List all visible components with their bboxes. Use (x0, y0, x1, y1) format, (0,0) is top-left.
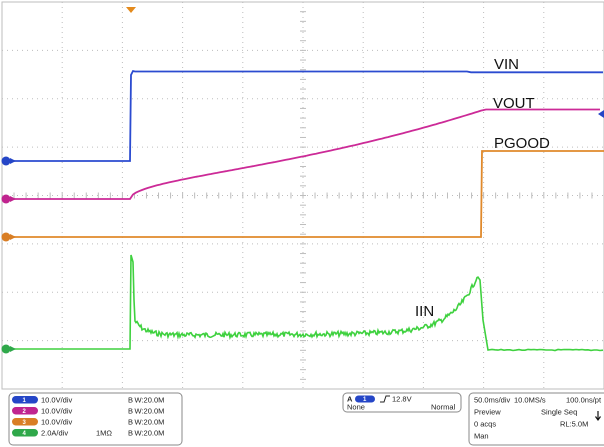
ch2-badge (12, 407, 38, 415)
ch2-ground-marker[interactable] (1, 194, 17, 204)
ch1-ground-marker[interactable] (1, 156, 17, 166)
resolution: 100.0ns/pt (566, 396, 602, 405)
trigger-source: 1 (363, 397, 367, 403)
acquisition-panel[interactable] (468, 392, 604, 446)
ch3-ground-marker[interactable] (1, 232, 17, 242)
ch1-scale: 10.0V/div (41, 396, 73, 405)
acq-man: Man (474, 432, 489, 441)
pgood-label: PGOOD (494, 135, 550, 152)
vin-waveform (2, 69, 603, 162)
iin-label: IIN (415, 303, 434, 320)
iin-waveform (2, 254, 604, 352)
status-bar: 1 10.0V/div B W:20.0M 2 10.0V/div B W:20… (0, 390, 604, 447)
pgood-waveform (2, 150, 604, 238)
timebase: 50.0ms/div (474, 396, 511, 405)
rising-edge-icon (380, 395, 390, 403)
ch4-bandwidth: B W:20.0M (128, 429, 164, 438)
ch3-number: 3 (23, 420, 27, 426)
trigger-level: 12.8V (392, 395, 412, 404)
ch1-badge (12, 396, 38, 404)
ch4-badge (12, 429, 38, 437)
vin-label: VIN (494, 56, 519, 73)
ch3-bandwidth: B W:20.0M (128, 418, 164, 427)
graticule (1, 1, 604, 390)
acq-state: Preview (474, 408, 501, 417)
channel-row-1[interactable]: 1 10.0V/div B W:20.0M (12, 396, 164, 405)
channel-settings-panel[interactable] (8, 392, 183, 446)
vout-waveform (2, 108, 600, 200)
channel-row-2[interactable]: 2 10.0V/div B W:20.0M (12, 407, 164, 416)
ch2-number: 2 (23, 409, 27, 415)
trigger-level-marker (598, 110, 604, 118)
ch4-scale: 2.0A/div (41, 429, 68, 438)
ch1-number: 1 (23, 398, 27, 404)
sample-rate: 10.0MS/s (514, 396, 546, 405)
ch4-number: 4 (23, 431, 27, 437)
ch1-bandwidth: B W:20.0M (128, 396, 164, 405)
down-arrow-icon (595, 411, 601, 422)
acq-count: 0 acqs (474, 420, 496, 429)
trigger-mode-letter: A (347, 395, 353, 404)
channel-row-4[interactable]: 4 2.0A/div 1MΩ B W:20.0M (12, 429, 164, 438)
record-length: RL:5.0M (560, 420, 588, 429)
ch2-bandwidth: B W:20.0M (128, 407, 164, 416)
trigger-source-badge (355, 395, 375, 403)
ch3-scale: 10.0V/div (41, 418, 73, 427)
trigger-position-marker (126, 7, 136, 13)
channel-row-3[interactable]: 3 10.0V/div B W:20.0M (12, 418, 164, 427)
ch3-badge (12, 418, 38, 426)
acq-seq: Single Seq (541, 408, 577, 417)
ch4-ground-marker[interactable] (1, 344, 17, 354)
trigger-mode: Normal (431, 403, 456, 412)
trigger-coupling: None (347, 403, 365, 412)
ch4-impedance: 1MΩ (96, 429, 112, 438)
ch2-scale: 10.0V/div (41, 407, 73, 416)
vout-label: VOUT (493, 95, 535, 112)
